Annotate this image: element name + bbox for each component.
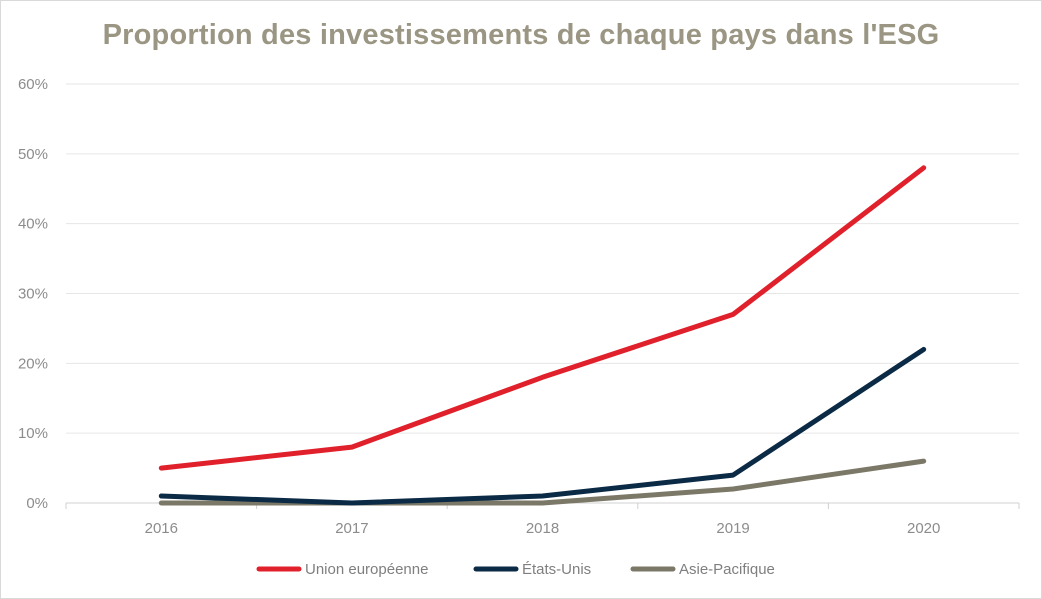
- y-tick-label: 60%: [18, 76, 48, 93]
- legend-label: États-Unis: [522, 561, 591, 578]
- y-tick-label: 50%: [18, 146, 48, 163]
- chart-title: Proportion des investissements de chaque…: [102, 19, 940, 51]
- y-tick-label: 30%: [18, 286, 48, 303]
- series-line-1: [158, 346, 927, 506]
- y-tick-label: 0%: [26, 495, 48, 512]
- legend-label: Union européenne: [305, 561, 428, 578]
- legend-label: Asie-Pacifique: [679, 561, 775, 578]
- x-tick-label: 2020: [907, 520, 940, 537]
- x-tick-label: 2017: [335, 520, 368, 537]
- series-line-0: [158, 165, 927, 471]
- y-tick-label: 10%: [18, 425, 48, 442]
- x-tick-label: 2019: [716, 520, 749, 537]
- y-tick-label: 40%: [18, 216, 48, 233]
- x-tick-label: 2018: [526, 520, 559, 537]
- x-tick-label: 2016: [145, 520, 178, 537]
- y-tick-label: 20%: [18, 355, 48, 372]
